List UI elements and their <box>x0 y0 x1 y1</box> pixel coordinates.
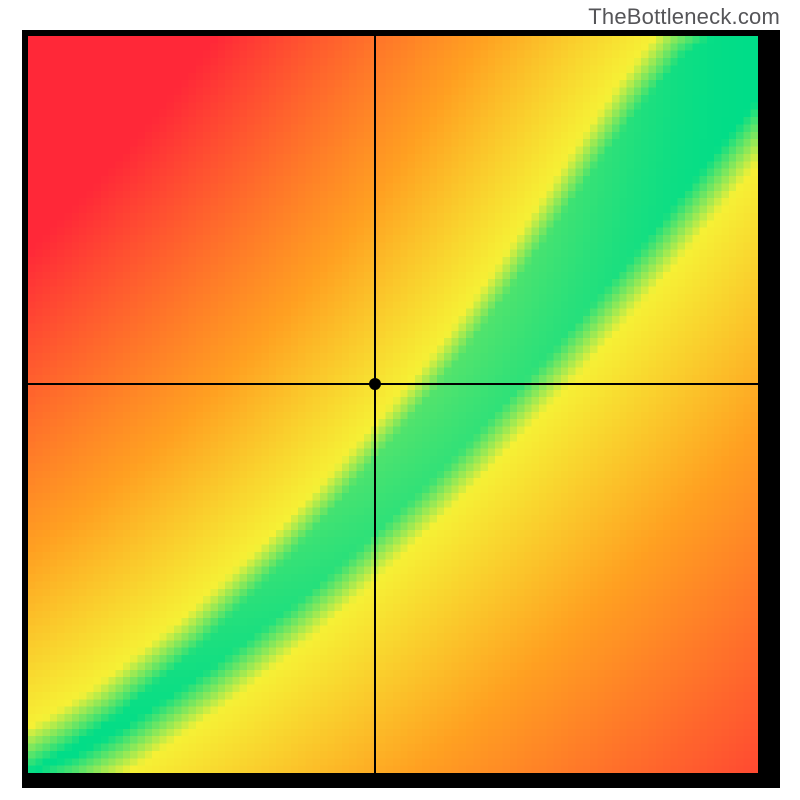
chart-container: TheBottleneck.com <box>0 0 800 800</box>
chart-area <box>0 0 800 800</box>
bottleneck-heatmap <box>28 36 758 773</box>
watermark-text: TheBottleneck.com <box>588 4 780 30</box>
